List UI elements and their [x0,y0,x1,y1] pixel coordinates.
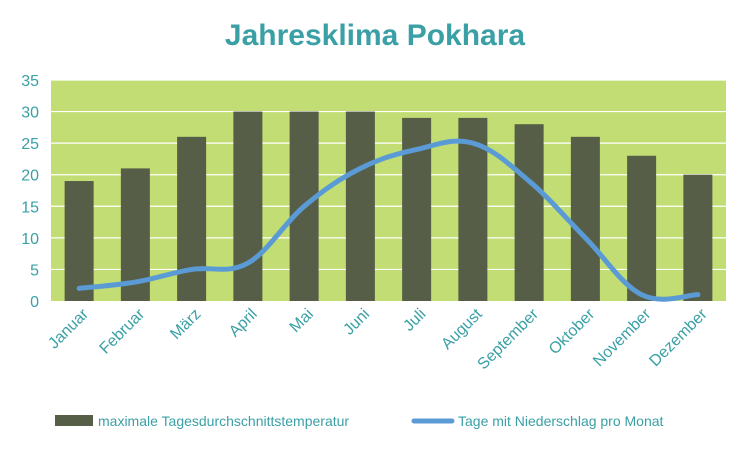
legend: maximale Tagesdurchschnittstemperatur Ta… [55,413,664,429]
bar [570,136,600,301]
bar [514,124,544,301]
x-tick-label: Dezember [646,305,711,370]
y-tick-label: 20 [21,168,39,185]
x-tick-label: April [226,306,261,341]
gridlines [51,79,726,271]
y-tick-label: 25 [21,136,39,153]
y-tick-label: 10 [21,231,39,248]
legend-label-precipitation: Tage mit Niederschlag pro Monat [458,413,664,429]
y-tick-label: 5 [30,262,39,279]
x-tick-label: August [438,305,486,353]
x-tick-label: Oktober [546,305,599,358]
y-tick-label: 35 [21,73,39,90]
x-tick-label: Juni [340,306,373,339]
legend-label-temperature: maximale Tagesdurchschnittstemperatur [98,413,349,429]
x-tick-label: Januar [45,305,92,352]
y-tick-label: 15 [21,199,39,216]
bar [345,111,375,301]
bar [683,174,713,301]
y-tick-label: 30 [21,105,39,122]
bar [233,111,263,301]
legend-swatch-temperature [55,415,93,426]
plot-area [51,80,726,301]
chart-title: Jahresklima Pokhara [225,19,525,52]
x-tick-label: Februar [97,305,149,357]
x-tick-label: Mai [287,306,317,336]
y-tick-label: 0 [30,294,39,311]
x-tick-label: September [475,305,543,373]
x-tick-label: November [590,305,655,370]
x-tick-label: Juli [400,306,429,335]
x-tick-label: März [167,306,204,343]
series-line [76,138,701,302]
y-axis-ticks: 0 5 10 15 20 25 30 35 [21,73,39,311]
bar [627,155,657,301]
x-axis-ticks: Januar Februar März April Mai Juni Juli AugustS… [45,305,711,373]
bar [64,181,94,301]
line-series [76,138,701,302]
bar [177,136,207,301]
